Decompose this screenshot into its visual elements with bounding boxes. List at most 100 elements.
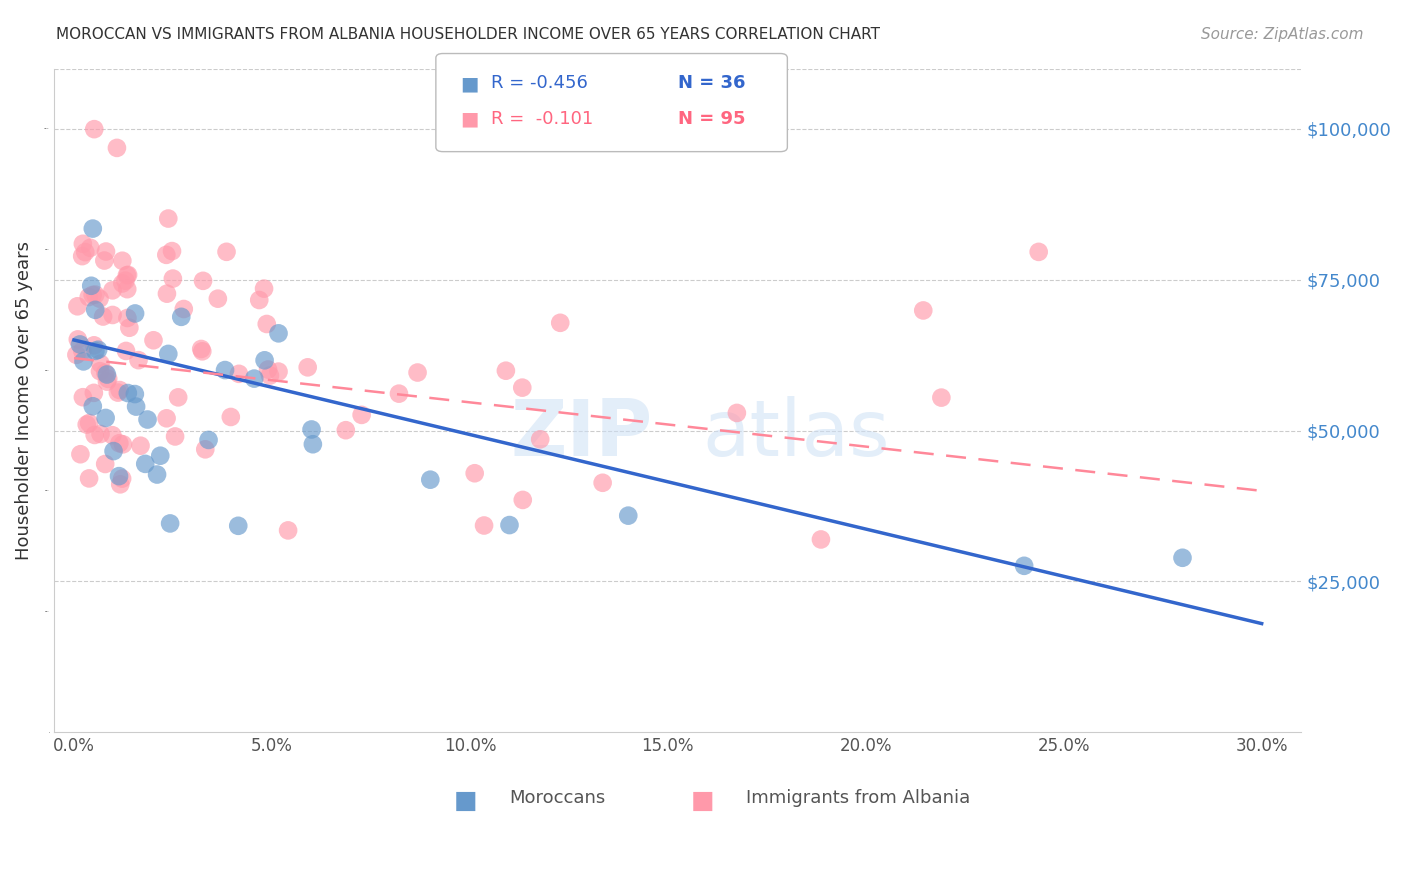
- Point: [115, 282, 138, 296]
- Point: [510, 381, 533, 395]
- Point: [259, 368, 281, 383]
- Point: [80, 278, 103, 293]
- Point: [495, 364, 517, 378]
- Point: [97, 372, 120, 386]
- Point: [529, 432, 551, 446]
- Point: [464, 467, 486, 481]
- Point: [110, 477, 132, 491]
- Point: [111, 277, 134, 291]
- Point: [108, 383, 131, 397]
- Point: [65, 348, 87, 362]
- Point: [114, 274, 136, 288]
- Text: ■: ■: [690, 789, 714, 813]
- Point: [89, 364, 111, 378]
- Point: [69, 447, 91, 461]
- Point: [82, 221, 104, 235]
- Point: [83, 122, 105, 136]
- Point: [156, 286, 179, 301]
- Point: [76, 417, 98, 432]
- Point: [94, 457, 117, 471]
- Point: [257, 362, 280, 376]
- Point: [157, 347, 180, 361]
- Point: [617, 508, 640, 523]
- Point: [207, 292, 229, 306]
- Point: [160, 244, 183, 258]
- Point: [84, 287, 107, 301]
- Point: [108, 436, 131, 450]
- Point: [105, 141, 128, 155]
- Text: ■: ■: [460, 110, 478, 128]
- Point: [117, 386, 139, 401]
- Point: [191, 344, 214, 359]
- Point: [253, 353, 276, 368]
- Point: [512, 492, 534, 507]
- Point: [115, 343, 138, 358]
- Text: Moroccans: Moroccans: [509, 789, 606, 806]
- Point: [87, 343, 110, 357]
- Text: ZIP: ZIP: [510, 395, 652, 472]
- Point: [226, 518, 249, 533]
- Point: [1012, 558, 1035, 573]
- Point: [215, 244, 238, 259]
- Text: N = 95: N = 95: [678, 110, 745, 128]
- Point: [75, 245, 97, 260]
- Point: [277, 524, 299, 538]
- Text: R = -0.456: R = -0.456: [491, 74, 588, 92]
- Point: [912, 303, 935, 318]
- Point: [134, 457, 156, 471]
- Point: [170, 310, 193, 324]
- Point: [335, 423, 357, 437]
- Text: N = 36: N = 36: [678, 74, 745, 92]
- Point: [165, 429, 187, 443]
- Text: ■: ■: [460, 74, 478, 93]
- Point: [72, 236, 94, 251]
- Point: [302, 437, 325, 451]
- Point: [136, 412, 159, 426]
- Point: [82, 288, 104, 302]
- Point: [117, 310, 139, 325]
- Point: [155, 248, 177, 262]
- Point: [77, 416, 100, 430]
- Point: [96, 368, 118, 382]
- Text: Immigrants from Albania: Immigrants from Albania: [747, 789, 970, 806]
- Point: [111, 472, 134, 486]
- Point: [228, 367, 250, 381]
- Point: [94, 366, 117, 380]
- Point: [129, 439, 152, 453]
- Point: [197, 433, 219, 447]
- Point: [124, 306, 146, 320]
- Point: [149, 449, 172, 463]
- Point: [406, 366, 429, 380]
- Point: [125, 400, 148, 414]
- Point: [115, 268, 138, 283]
- Point: [107, 385, 129, 400]
- Text: ■: ■: [454, 789, 478, 813]
- Point: [90, 427, 112, 442]
- Text: R =  -0.101: R = -0.101: [491, 110, 593, 128]
- Point: [297, 360, 319, 375]
- Point: [101, 428, 124, 442]
- Point: [79, 241, 101, 255]
- Point: [108, 469, 131, 483]
- Point: [247, 293, 270, 307]
- Point: [93, 253, 115, 268]
- Point: [96, 375, 118, 389]
- Point: [128, 353, 150, 368]
- Point: [91, 310, 114, 324]
- Point: [162, 271, 184, 285]
- Point: [103, 444, 125, 458]
- Point: [142, 333, 165, 347]
- Point: [146, 467, 169, 482]
- Point: [83, 385, 105, 400]
- Point: [157, 211, 180, 226]
- Point: [191, 274, 214, 288]
- Point: [243, 371, 266, 385]
- Point: [89, 292, 111, 306]
- Point: [194, 442, 217, 457]
- Point: [118, 320, 141, 334]
- Point: [190, 342, 212, 356]
- Point: [83, 428, 105, 442]
- Point: [83, 338, 105, 352]
- Text: MOROCCAN VS IMMIGRANTS FROM ALBANIA HOUSEHOLDER INCOME OVER 65 YEARS CORRELATION: MOROCCAN VS IMMIGRANTS FROM ALBANIA HOUS…: [56, 27, 880, 42]
- Point: [84, 343, 107, 358]
